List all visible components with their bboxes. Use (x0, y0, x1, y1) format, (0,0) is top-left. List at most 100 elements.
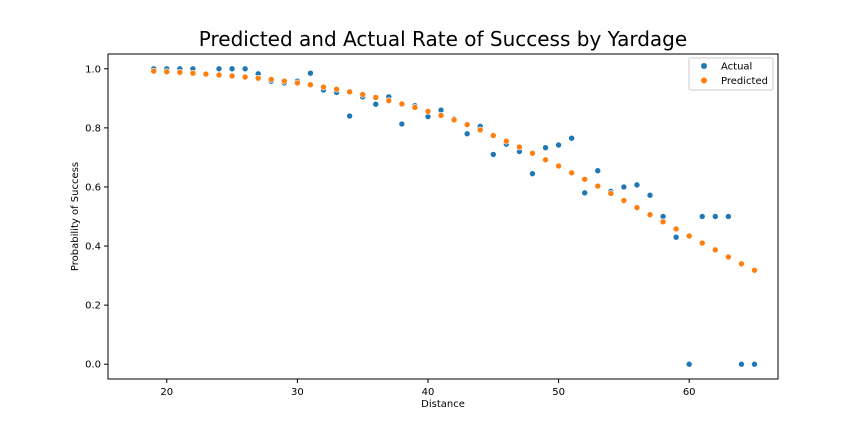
plot-frame (107, 53, 779, 380)
point-predicted (307, 81, 314, 89)
point-predicted (150, 67, 158, 75)
legend: Actual Predicted (688, 57, 774, 91)
point-predicted (503, 137, 510, 145)
point-predicted (751, 266, 758, 274)
point-actual (672, 233, 680, 241)
point-predicted (294, 79, 301, 87)
point-actual (725, 213, 732, 220)
point-predicted (281, 77, 288, 85)
legend-marker-predicted (701, 77, 707, 84)
legend-label-predicted: Predicted (721, 76, 768, 87)
point-actual (307, 69, 314, 77)
point-predicted (659, 218, 667, 226)
point-predicted (542, 156, 549, 164)
point-actual (712, 213, 719, 220)
point-predicted (712, 246, 719, 254)
point-actual (542, 144, 549, 151)
x-tick-label: 50 (552, 387, 565, 398)
point-predicted (633, 204, 641, 211)
point-predicted (463, 121, 471, 128)
point-actual (463, 130, 471, 138)
point-predicted (725, 253, 732, 261)
point-predicted (320, 83, 327, 91)
point-actual (594, 167, 602, 175)
point-predicted (581, 175, 589, 183)
point-predicted (385, 97, 393, 104)
x-tick-label: 20 (160, 387, 173, 398)
y-tick-label: 0.2 (85, 301, 101, 312)
y-tick-label: 0.8 (85, 123, 101, 134)
point-predicted (489, 132, 497, 139)
point-predicted (163, 68, 171, 76)
chart-title: Predicted and Actual Rate of Success by … (199, 27, 687, 51)
point-predicted (529, 149, 536, 157)
point-actual (685, 360, 693, 368)
point-predicted (476, 126, 484, 134)
point-predicted (437, 112, 445, 119)
point-predicted (346, 88, 353, 96)
point-actual (215, 65, 223, 73)
point-predicted (698, 239, 706, 247)
point-actual (398, 120, 406, 128)
point-predicted (685, 232, 693, 240)
point-predicted (607, 190, 615, 197)
point-actual (228, 65, 236, 73)
series-predicted (150, 67, 758, 274)
legend-marker-actual (701, 63, 707, 69)
point-predicted (450, 116, 458, 124)
point-predicted (398, 100, 406, 108)
x-axis: 20 30 40 50 60 (160, 379, 696, 398)
point-predicted (189, 69, 197, 77)
point-predicted (516, 143, 523, 151)
y-tick-label: 0.4 (85, 242, 101, 253)
point-actual (568, 134, 575, 142)
point-actual (646, 191, 654, 199)
point-predicted (333, 85, 340, 93)
point-predicted (594, 182, 602, 190)
y-tick-label: 0.0 (85, 360, 101, 371)
point-predicted (202, 70, 210, 78)
x-tick-label: 30 (291, 387, 304, 398)
point-predicted (215, 71, 223, 79)
point-predicted (359, 91, 366, 98)
point-predicted (411, 104, 419, 111)
point-predicted (176, 69, 184, 76)
legend-label-actual: Actual (721, 62, 752, 73)
point-predicted (672, 225, 680, 233)
x-tick-label: 40 (422, 387, 435, 398)
point-predicted (620, 197, 628, 204)
point-actual (555, 141, 562, 149)
point-actual (581, 189, 589, 197)
y-tick-label: 1.0 (85, 64, 101, 75)
point-actual (738, 360, 745, 368)
point-actual (751, 360, 758, 368)
point-predicted (555, 162, 562, 170)
data-points (150, 65, 758, 368)
point-predicted (241, 73, 249, 81)
point-actual (698, 213, 706, 220)
point-actual (633, 181, 641, 189)
point-predicted (424, 108, 432, 115)
point-predicted (738, 260, 745, 268)
x-tick-label: 60 (683, 387, 696, 398)
point-actual (620, 183, 628, 191)
point-actual (372, 100, 380, 108)
point-actual (241, 65, 249, 73)
point-predicted (372, 94, 380, 101)
y-tick-label: 0.6 (85, 182, 101, 193)
point-actual (529, 170, 536, 177)
point-actual (489, 151, 497, 158)
x-axis-label: Distance (421, 399, 465, 410)
y-axis: 0.0 0.2 0.4 0.6 0.8 1.0 (85, 64, 108, 371)
point-predicted (254, 74, 262, 82)
point-predicted (646, 211, 654, 219)
point-actual (346, 112, 353, 120)
point-predicted (228, 72, 236, 80)
legend-box (688, 57, 774, 91)
point-predicted (568, 169, 575, 177)
series-actual (150, 65, 758, 368)
y-axis-label: Probability of Success (70, 162, 81, 271)
point-predicted (267, 76, 275, 83)
